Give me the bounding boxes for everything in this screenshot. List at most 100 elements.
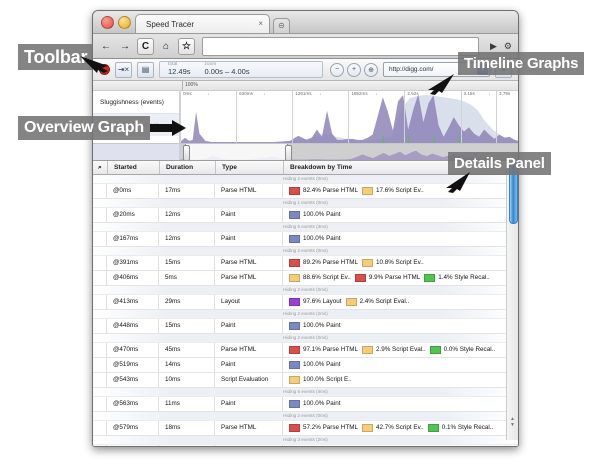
record-button[interactable] — [99, 64, 110, 75]
row-type: Paint — [215, 208, 283, 222]
callout-timeline-graphs: Timeline Graphs — [458, 52, 585, 75]
row-expander[interactable] — [93, 421, 107, 435]
home-icon[interactable]: ⌂ — [162, 40, 170, 52]
hidden-events-divider[interactable]: Hiding 1 events (0ms) — [93, 199, 518, 208]
breakdown-label: 89.2% Parse HTML — [303, 259, 358, 266]
address-bar-input[interactable] — [202, 36, 479, 56]
column-header-type[interactable]: Type — [216, 161, 284, 174]
row-expander[interactable] — [93, 397, 107, 411]
breakdown-color-swatch — [289, 211, 300, 219]
table-row[interactable]: @579ms 18ms Parse HTML 57.2% Parse HTML 42.7… — [93, 421, 518, 436]
breakdown-segment: 9.9% Parse HTML — [354, 271, 421, 285]
table-row[interactable]: @448ms 15ms Paint 100.0% Paint — [93, 319, 518, 334]
row-expander[interactable] — [93, 208, 107, 222]
row-expander[interactable] — [93, 358, 107, 372]
zoom-in-icon[interactable]: + — [347, 62, 361, 77]
breakdown-label: 97.1% Parse HTML — [303, 346, 358, 353]
reload-icon[interactable]: C — [137, 37, 154, 55]
details-scrollbar[interactable]: ▲ ▼ — [506, 160, 518, 440]
close-window-icon[interactable] — [101, 16, 114, 29]
timeline-graphs-region: 100% Sluggishness (events) Network (reso… — [93, 81, 518, 160]
breakdown-segment: 10.8% Script Ev.. — [361, 256, 424, 270]
row-expander[interactable] — [93, 319, 107, 333]
forward-arrow-icon[interactable]: → — [120, 40, 130, 52]
hidden-events-divider[interactable]: Hiding 2 events (0ms) — [93, 412, 518, 421]
overview-plot[interactable] — [180, 144, 518, 160]
breakdown-segment: 100.0% Paint — [289, 208, 340, 222]
hidden-events-divider[interactable]: Hiding 2 events (0ms) — [93, 286, 518, 295]
search-icon[interactable]: ⌕ — [93, 161, 108, 174]
hidden-events-divider[interactable]: Hiding 2 events (2ms) — [93, 310, 518, 319]
row-expander[interactable] — [93, 271, 107, 285]
row-expander[interactable] — [93, 343, 107, 357]
breakdown-label: 1.4% Style Recal.. — [438, 274, 490, 281]
bookmark-star-icon[interactable]: ☆ — [178, 37, 195, 55]
row-type: Parse HTML — [215, 256, 283, 270]
column-header-duration[interactable]: Duration — [160, 161, 216, 174]
table-row[interactable]: @20ms 12ms Paint 100.0% Paint — [93, 208, 518, 223]
axis-tick: 3.15s — [460, 91, 475, 143]
table-row[interactable]: @0ms 17ms Parse HTML 82.4% Parse HTML 17.6% … — [93, 184, 518, 199]
reset-button[interactable]: ⇥× — [115, 61, 132, 78]
scroll-arrows-icon[interactable]: ▲ ▼ — [510, 416, 515, 428]
breakdown-label: 2.4% Script Eval.. — [359, 298, 410, 305]
breakdown-color-swatch — [289, 361, 300, 369]
breakdown-color-swatch — [354, 274, 366, 282]
new-tab-icon[interactable]: ⊝ — [273, 18, 290, 33]
hidden-events-divider[interactable]: Hiding 2 events (0ms) — [93, 175, 518, 184]
column-header-started[interactable]: Started — [108, 161, 160, 174]
overview-left-handle[interactable] — [183, 145, 191, 160]
row-breakdown: 100.0% Paint — [283, 208, 518, 222]
breakdown-label: 100.0% Paint — [303, 361, 341, 368]
minimize-window-icon[interactable] — [118, 16, 131, 29]
save-button[interactable]: ▤ — [137, 61, 154, 78]
table-row[interactable]: @603ms10msPaint 100.0% Paint — [93, 445, 518, 446]
breakdown-color-swatch — [361, 259, 373, 267]
zoom-all-icon[interactable]: ⊕ — [364, 62, 378, 77]
table-row[interactable]: @543ms 10ms Script Evaluation 100.0% Script… — [93, 373, 518, 388]
hidden-events-divider[interactable]: Hiding 5 events (4ms) — [93, 388, 518, 397]
breakdown-segment: 0.0% Style Recal.. — [429, 343, 495, 357]
breakdown-color-swatch — [289, 400, 300, 408]
row-expander[interactable] — [93, 184, 107, 198]
axis-tick: 1261ms — [292, 91, 312, 143]
hidden-events-divider[interactable]: Hiding 2 events (0ms) — [93, 247, 518, 256]
breakdown-label: 2.9% Script Eval.. — [375, 346, 426, 353]
table-row[interactable]: @391ms 15ms Parse HTML 89.2% Parse HTML 10.8… — [93, 256, 518, 271]
hidden-events-divider[interactable]: Hiding 5 events (3ms) — [93, 223, 518, 232]
back-arrow-icon[interactable]: ← — [101, 40, 111, 52]
row-breakdown: 57.2% Parse HTML 42.7% Script Ev.. 0.1% St… — [283, 421, 518, 435]
row-expander[interactable] — [93, 232, 107, 246]
hidden-events-divider[interactable]: Hiding 3 events (2ms) — [93, 436, 518, 445]
row-expander[interactable] — [93, 295, 107, 309]
row-expander[interactable] — [93, 445, 107, 446]
table-row[interactable]: @406ms 5ms Parse HTML 88.6% Script Ev.. 9.9%… — [93, 271, 518, 286]
table-row[interactable]: @470ms 45ms Parse HTML 97.1% Parse HTML 2.9%… — [93, 343, 518, 358]
speedtracer-toolbar: ⇥× ▤ total 12.49s zoom 0.00s – 4.00s − +… — [93, 59, 518, 81]
graph-row-sluggishness[interactable]: Sluggishness (events) — [93, 91, 179, 114]
breakdown-label: 9.9% Parse HTML — [368, 274, 421, 281]
details-rows[interactable]: Hiding 2 events (0ms) @0ms 17ms Parse HTML 8… — [93, 175, 518, 446]
gear-icon[interactable]: ⚙ — [503, 40, 512, 51]
row-expander[interactable] — [93, 373, 107, 387]
overview-selection-window[interactable] — [185, 144, 289, 160]
table-row[interactable]: @563ms 11ms Paint 100.0% Paint — [93, 397, 518, 412]
zoom-out-icon[interactable]: − — [330, 62, 344, 77]
close-icon[interactable]: × — [258, 19, 263, 28]
overview-right-handle[interactable] — [285, 145, 293, 160]
browser-tab[interactable]: Speed Tracer × — [135, 14, 270, 33]
breakdown-segment: 100.0% Paint — [289, 397, 340, 411]
table-row[interactable]: @167ms 12ms Paint 100.0% Paint — [93, 232, 518, 247]
table-row[interactable]: @413ms 29ms Layout 97.6% Layout 2.4% Script … — [93, 295, 518, 310]
graph-plot[interactable]: 0ms 630ms 1261ms 1892ms 2.52s 3.15s 3.79s — [180, 91, 518, 143]
row-expander[interactable] — [93, 256, 107, 270]
row-started: @167ms — [107, 232, 159, 246]
go-icon[interactable]: ▶ — [490, 40, 497, 51]
breakdown-label: 100.0% Paint — [303, 400, 341, 407]
breakdown-segment: 100.0% Paint — [289, 445, 340, 446]
row-breakdown: 88.6% Script Ev.. 9.9% Parse HTML 1.4% Sty… — [283, 271, 518, 285]
hidden-events-divider[interactable]: Hiding 2 events (0ms) — [93, 334, 518, 343]
details-panel: ⌕ Started Duration Type Breakdown by Tim… — [93, 160, 518, 446]
table-row[interactable]: @519ms 14ms Paint 100.0% Paint — [93, 358, 518, 373]
